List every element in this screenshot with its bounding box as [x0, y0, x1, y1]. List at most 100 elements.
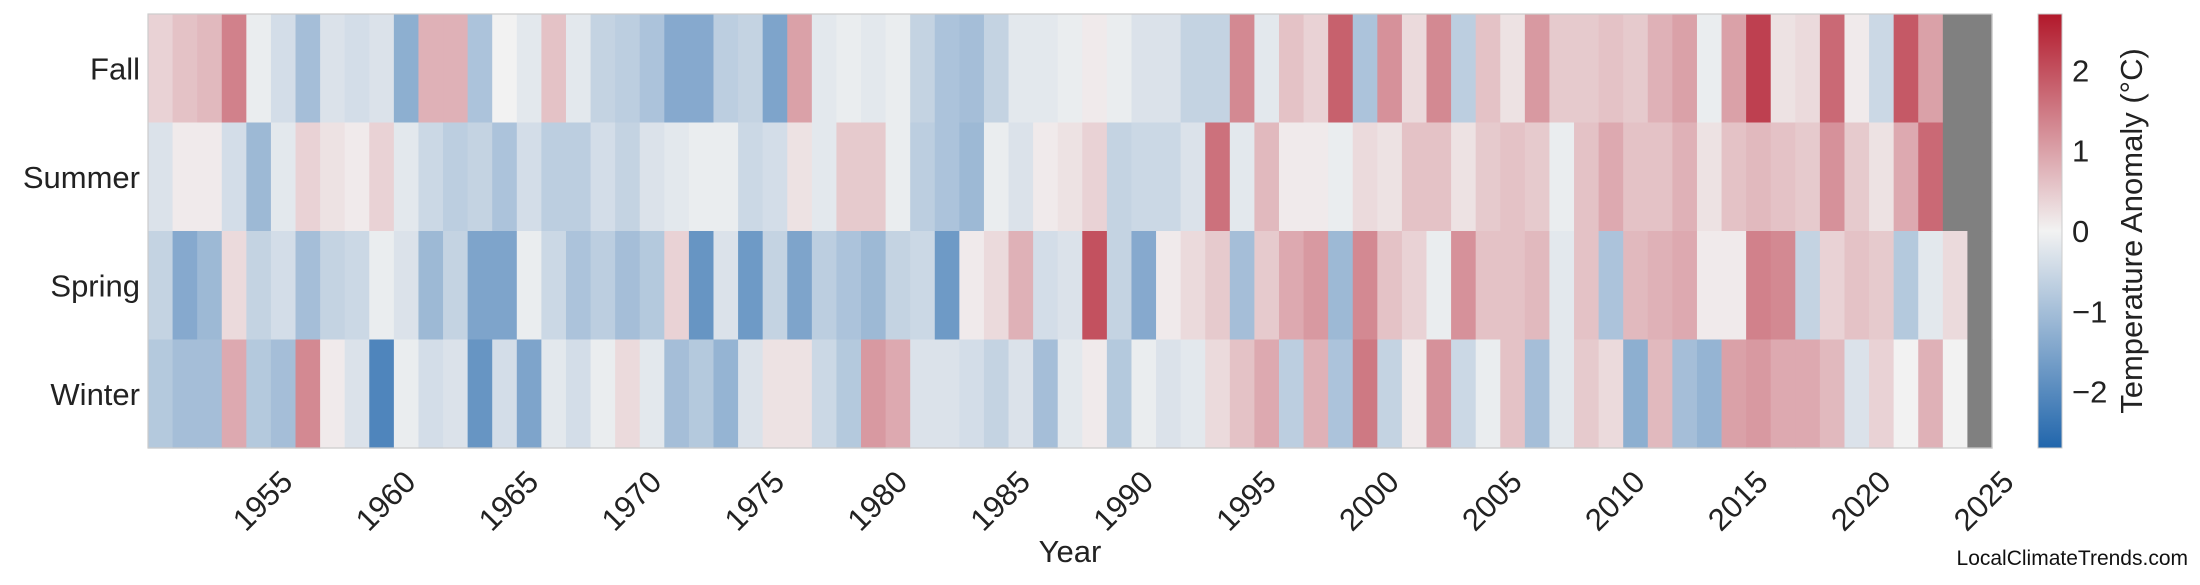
heatmap-cell	[787, 14, 813, 124]
heatmap-cell	[1623, 122, 1649, 232]
heatmap-cell	[1475, 122, 1501, 232]
heatmap-cell	[787, 339, 813, 449]
heatmap-cell	[934, 231, 960, 341]
x-axis-label: Year	[1039, 534, 1102, 569]
heatmap-cell	[762, 122, 788, 232]
heatmap-cell	[1574, 14, 1600, 124]
heatmap-cell	[639, 14, 665, 124]
heatmap-cell	[861, 122, 887, 232]
heatmap-cell	[1819, 14, 1846, 124]
heatmap-cell	[861, 231, 887, 341]
heatmap-cell	[1352, 231, 1378, 341]
heatmap-cell	[811, 14, 838, 124]
heatmap-cell	[246, 122, 272, 232]
heatmap-cell	[1205, 14, 1231, 124]
heatmap-cell	[1869, 339, 1895, 449]
heatmap-cell	[738, 122, 764, 232]
heatmap-cell	[639, 122, 665, 232]
heatmap-cell	[1303, 231, 1329, 341]
heatmap-cell	[1106, 339, 1133, 449]
heatmap-cell	[983, 14, 1010, 124]
heatmap-cell	[590, 122, 616, 232]
heatmap-cell	[1696, 122, 1723, 232]
heatmap-cell	[1451, 231, 1477, 341]
heatmap-cell	[1967, 122, 1993, 232]
heatmap-cell	[1918, 339, 1944, 449]
x-tick-label: 2000	[1332, 464, 1406, 538]
heatmap-cell	[1377, 231, 1403, 341]
heatmap-cell	[270, 122, 297, 232]
colorbar	[2037, 13, 2063, 449]
heatmap-cell	[1746, 122, 1772, 232]
heatmap-cell	[1893, 231, 1919, 341]
heatmap-cell	[418, 231, 444, 341]
heatmap-cell	[713, 14, 739, 124]
heatmap-cell	[516, 14, 542, 124]
heatmap-cell	[959, 231, 985, 341]
heatmap-cell	[1082, 339, 1108, 449]
heatmap-cell	[1106, 14, 1133, 124]
heatmap-cell	[1401, 122, 1428, 232]
heatmap-cell	[738, 339, 764, 449]
heatmap-cell	[1549, 14, 1575, 124]
heatmap-cell	[1426, 231, 1452, 341]
heatmap-cell	[295, 122, 321, 232]
heatmap-cell	[811, 122, 838, 232]
heatmap-cell	[172, 231, 198, 341]
heatmap-cell	[1500, 14, 1526, 124]
x-tick-label: 1955	[226, 464, 300, 538]
heatmap-cell	[369, 231, 395, 341]
heatmap-cell	[1352, 339, 1378, 449]
heatmap-cell	[811, 339, 838, 449]
heatmap-cell	[590, 14, 616, 124]
heatmap-cell	[148, 14, 174, 124]
row-label: Fall	[90, 51, 140, 86]
heatmap-cell	[1918, 122, 1944, 232]
heatmap-cell	[295, 231, 321, 341]
heatmap-cell	[1377, 339, 1403, 449]
heatmap-cell	[565, 231, 592, 341]
heatmap-cell	[1057, 122, 1083, 232]
x-tick-labels: 1955 1960 1965 1970 1975 1980 1985 1990 1995 2000…	[226, 464, 2021, 538]
heatmap-cell	[1278, 231, 1305, 341]
heatmap-cell	[1647, 339, 1673, 449]
heatmap-cell	[1180, 122, 1206, 232]
colorbar-tick-label: 1	[2072, 134, 2089, 169]
heatmap-cell	[246, 14, 272, 124]
heatmap-cell	[148, 231, 174, 341]
heatmap-cell	[1008, 339, 1034, 449]
source-credit: LocalClimateTrends.com	[1956, 547, 2188, 570]
heatmap-cell	[1426, 14, 1452, 124]
heatmap-cell	[836, 14, 862, 124]
heatmap-cell	[1598, 14, 1624, 124]
heatmap-cell	[1770, 231, 1796, 341]
colorbar-label: Temperature Anomaly (°C)	[2114, 48, 2149, 414]
heatmap-cell	[369, 14, 395, 124]
heatmap-cell	[713, 231, 739, 341]
colorbar-tick-label: 0	[2072, 214, 2089, 249]
heatmap-cell	[1524, 122, 1551, 232]
colorbar-tick-label: 2	[2072, 53, 2089, 88]
heatmap-cell	[516, 339, 542, 449]
row-labels: Fall Summer Spring Winter	[23, 51, 140, 412]
heatmap-cell	[197, 339, 223, 449]
heatmap-cell	[1795, 339, 1821, 449]
x-tick-label: 1965	[472, 464, 546, 538]
heatmap-cell	[1401, 231, 1428, 341]
heatmap-cell	[541, 122, 567, 232]
heatmap-cell	[885, 14, 911, 124]
heatmap-cell	[1696, 14, 1723, 124]
x-tick-label: 2005	[1455, 464, 1529, 538]
heatmap-cell	[1524, 14, 1551, 124]
heatmap-cell	[959, 14, 985, 124]
heatmap-cell	[443, 14, 469, 124]
heatmap-cell	[1746, 231, 1772, 341]
heatmap-cell	[1746, 14, 1772, 124]
heatmap-cell	[1229, 122, 1255, 232]
heatmap-cell	[1229, 231, 1255, 341]
heatmap-cell	[516, 231, 542, 341]
heatmap-cell	[1229, 14, 1255, 124]
heatmap-cell	[393, 231, 420, 341]
heatmap-cell	[1795, 122, 1821, 232]
